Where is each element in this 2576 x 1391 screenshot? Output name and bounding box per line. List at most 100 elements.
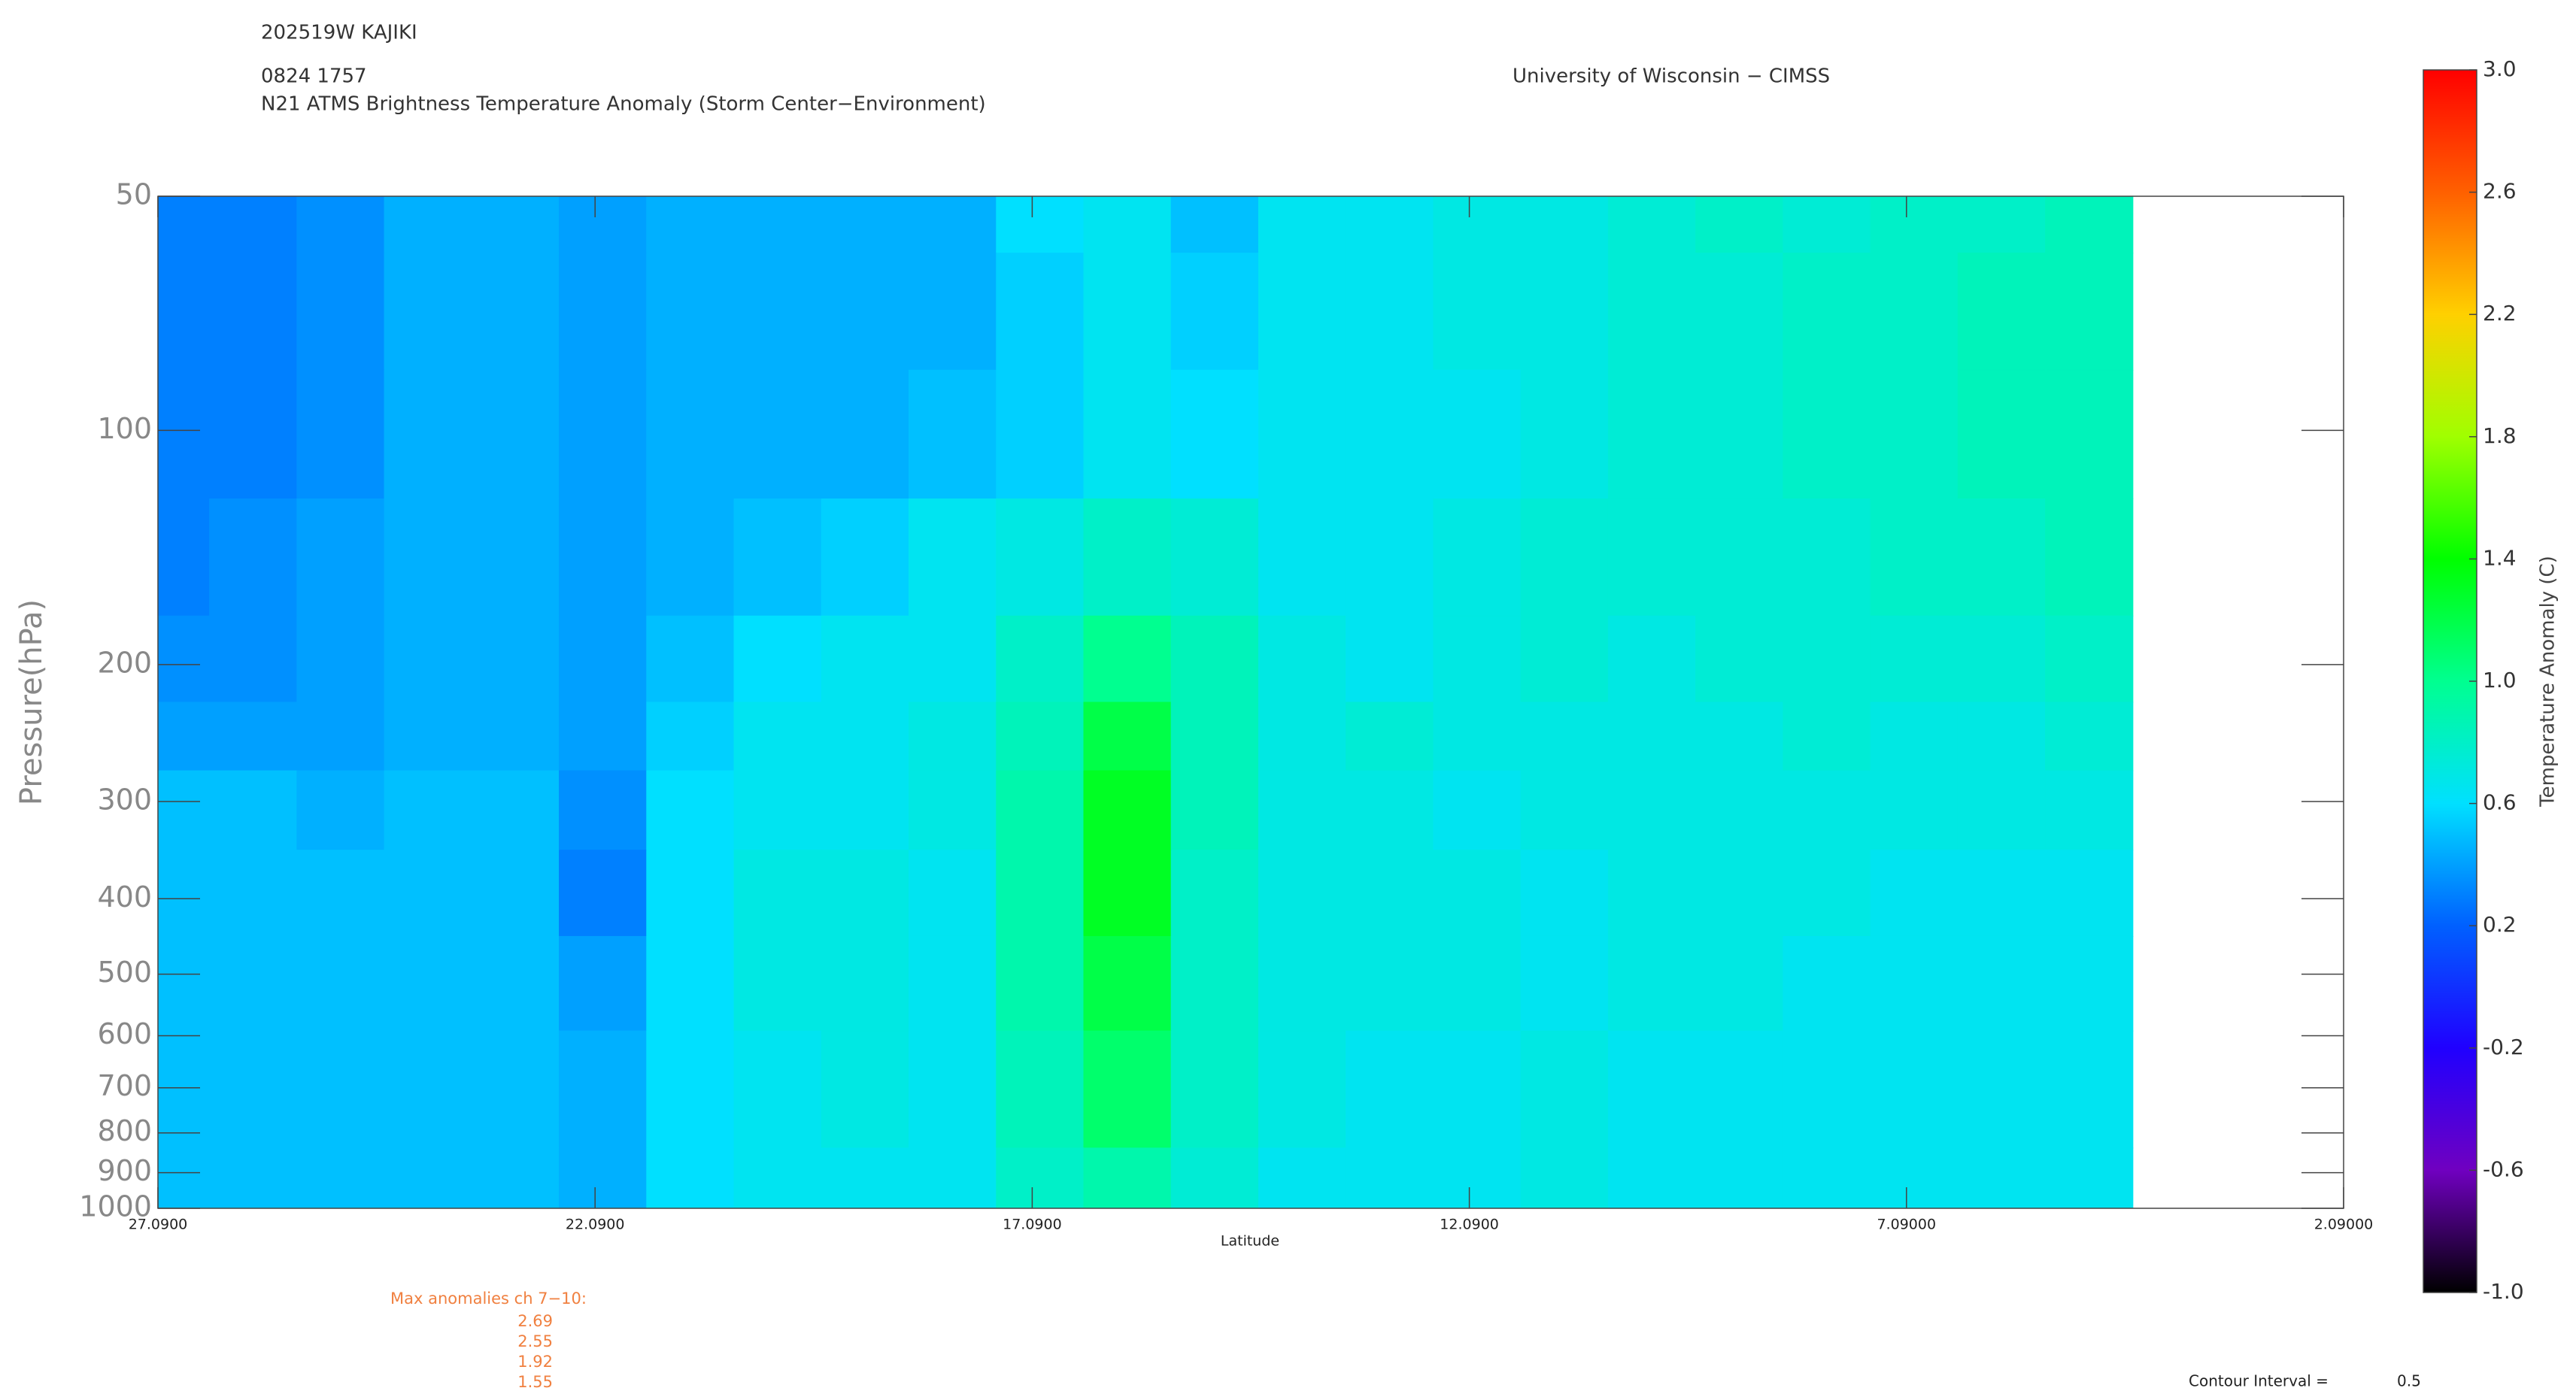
- contour-cell: [1783, 369, 1871, 500]
- contour-cell: [471, 935, 560, 1032]
- max-anomaly-value: 2.55: [517, 1332, 553, 1350]
- contour-cell: [1520, 253, 1609, 371]
- contour-cell: [646, 253, 735, 371]
- contour-cell: [733, 1147, 822, 1208]
- contour-cell: [733, 1030, 822, 1149]
- contour-cell: [996, 1030, 1085, 1149]
- contour-cell: [1520, 499, 1609, 617]
- contour-cell: [296, 369, 385, 500]
- contour-cell: [1783, 702, 1871, 771]
- x-tick-label: 27.0900: [129, 1217, 188, 1233]
- contour-cell: [2045, 369, 2134, 500]
- datetime: 0824 1757: [261, 65, 367, 88]
- contour-cell: [2045, 850, 2134, 937]
- contour-cell: [384, 850, 472, 937]
- contour-cell: [1258, 1147, 1347, 1208]
- contour-cell: [1520, 770, 1609, 851]
- contour-cell: [1695, 702, 1784, 771]
- contour-cell: [209, 499, 298, 617]
- contour-cell: [384, 1147, 472, 1208]
- contour-cell: [996, 702, 1085, 771]
- contour-cell: [909, 369, 997, 500]
- contour-interval-value: 0.5: [2397, 1372, 2421, 1390]
- contour-cell: [1083, 499, 1172, 617]
- contour-cell: [1957, 935, 2047, 1032]
- contour-cell: [296, 253, 385, 371]
- contour-cell: [1695, 935, 1784, 1032]
- colorbar: [2423, 69, 2477, 1293]
- y-axis-title: Pressure(hPa): [14, 599, 49, 805]
- colorbar-tick-label: 1.4: [2483, 545, 2517, 570]
- x-axis-title: Latitude: [1221, 1233, 1279, 1250]
- contour-cell: [1346, 369, 1434, 500]
- credit: University of Wisconsin − CIMSS: [1513, 65, 1830, 88]
- contour-cell: [1258, 253, 1347, 371]
- contour-cell: [1170, 770, 1259, 851]
- contour-cell: [158, 770, 211, 851]
- contour-cell: [2045, 702, 2134, 771]
- contour-cell: [209, 196, 298, 254]
- contour-cell: [733, 770, 822, 851]
- contour-cell: [209, 702, 298, 771]
- colorbar-tick-label: 2.6: [2483, 179, 2517, 204]
- contour-interval-label: Contour Interval =: [2189, 1372, 2329, 1390]
- contour-cell: [1783, 253, 1871, 371]
- y-tick-label: 100: [97, 412, 152, 445]
- contour-cell: [1870, 499, 1959, 617]
- contour-cell: [559, 196, 648, 254]
- contour-cell: [1957, 850, 2047, 937]
- contour-cell: [1870, 935, 1959, 1032]
- x-tick-label: 22.0900: [566, 1217, 625, 1233]
- x-tick-label: 17.0900: [1003, 1217, 1062, 1233]
- contour-cell: [1607, 1147, 1697, 1208]
- max-anomaly-value: 1.92: [517, 1353, 553, 1371]
- contour-cell: [1520, 369, 1609, 500]
- colorbar-tick-label: 1.0: [2483, 668, 2517, 692]
- contour-cell: [1346, 253, 1434, 371]
- contour-cell: [1170, 1147, 1259, 1208]
- contour-cell: [471, 499, 560, 617]
- contour-cell: [2045, 499, 2134, 617]
- contour-cell: [1433, 702, 1522, 771]
- contour-cell: [1957, 253, 2047, 371]
- contour-cell: [1258, 1030, 1347, 1149]
- y-tick-label: 700: [97, 1069, 152, 1102]
- contour-cell: [1346, 850, 1434, 937]
- contour-cell: [1433, 850, 1522, 937]
- contour-cell: [1607, 1030, 1697, 1149]
- contour-cell: [384, 253, 472, 371]
- y-tick-label: 50: [116, 178, 152, 211]
- contour-cell: [1170, 615, 1259, 703]
- contour-cell: [1520, 935, 1609, 1032]
- contour-cell: [1258, 499, 1347, 617]
- colorbar-tick-label: -0.6: [2483, 1156, 2524, 1181]
- y-tick-label: 400: [97, 880, 152, 914]
- contour-cell: [821, 935, 910, 1032]
- contour-cell: [733, 369, 822, 500]
- contour-cell: [559, 770, 648, 851]
- contour-cell: [296, 1147, 385, 1208]
- contour-cell: [821, 196, 910, 254]
- contour-cell: [296, 1030, 385, 1149]
- contour-cell: [2045, 615, 2134, 703]
- contour-cell: [1870, 369, 1959, 500]
- contour-cell: [209, 850, 298, 937]
- contour-cell: [1258, 850, 1347, 937]
- contour-cell: [1346, 1030, 1434, 1149]
- contour-cell: [1346, 702, 1434, 771]
- contour-cell: [646, 702, 735, 771]
- contour-cell: [646, 499, 735, 617]
- contour-cell: [1783, 499, 1871, 617]
- contour-cell: [471, 615, 560, 703]
- contour-cell: [1346, 935, 1434, 1032]
- contour-cell: [1870, 850, 1959, 937]
- y-tick-label: 800: [97, 1114, 152, 1147]
- contour-cell: [1607, 702, 1697, 771]
- contour-cell: [1258, 369, 1347, 500]
- contour-cell: [296, 770, 385, 851]
- contour-cell: [209, 1147, 298, 1208]
- contour-cell: [1433, 615, 1522, 703]
- contour-cell: [996, 770, 1085, 851]
- contour-cell: [1783, 615, 1871, 703]
- contour-cell: [1695, 253, 1784, 371]
